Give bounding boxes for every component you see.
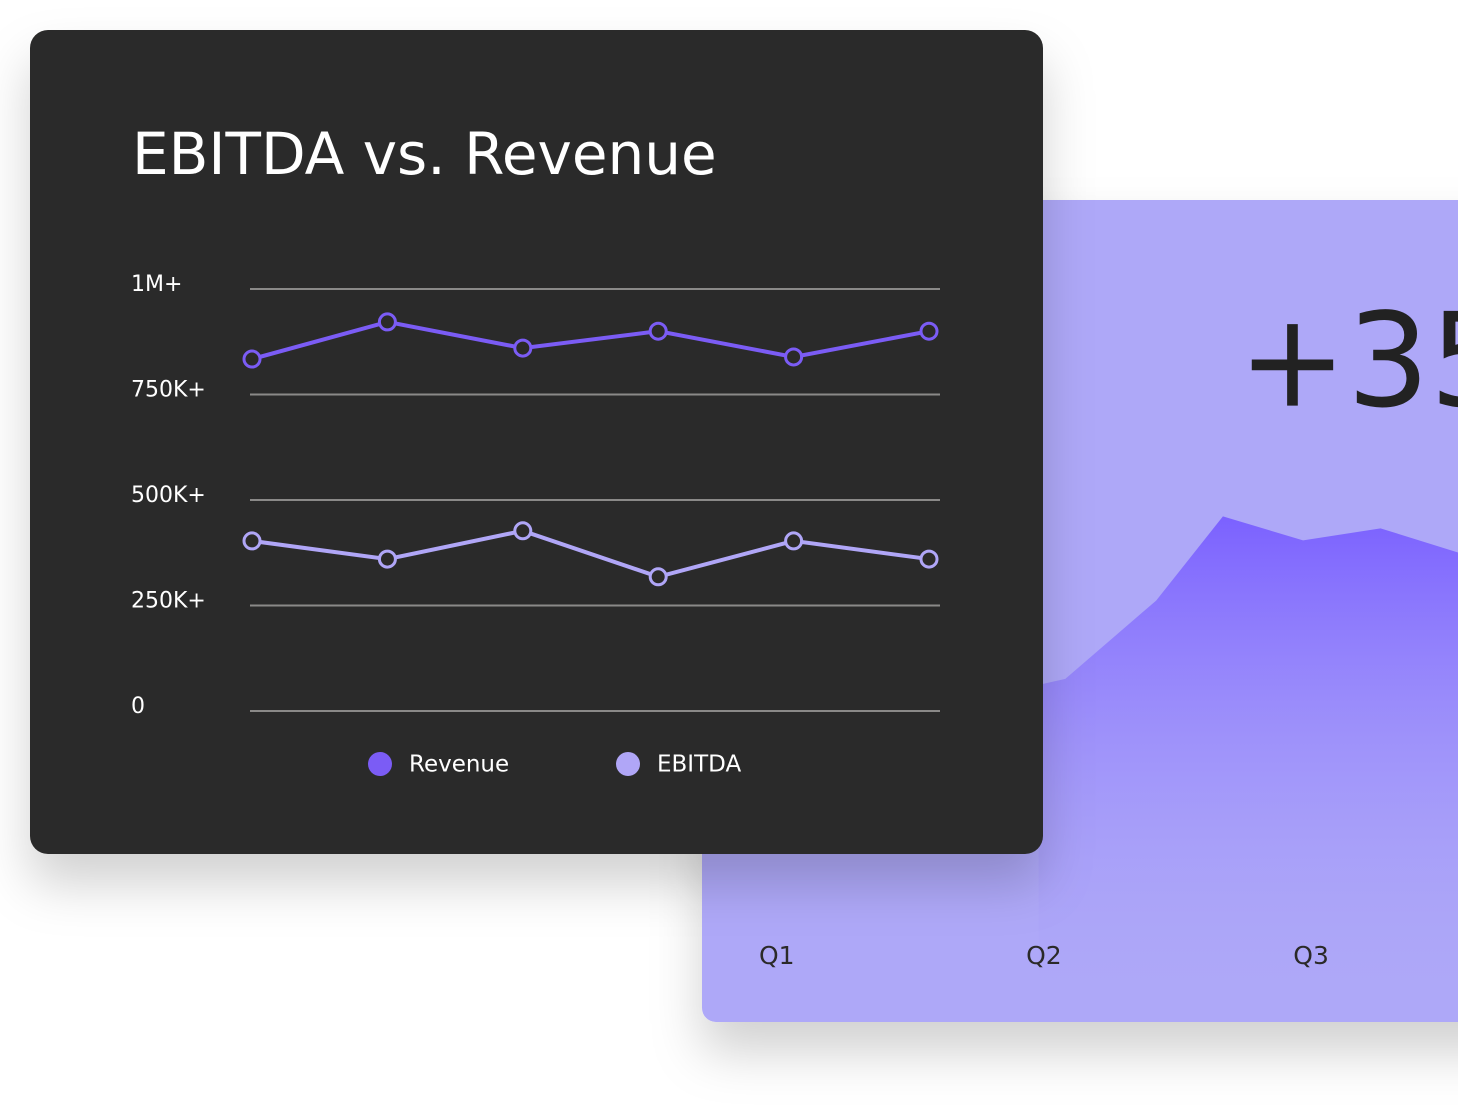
series-line bbox=[251, 319, 930, 361]
annotation: +35 bbox=[1238, 285, 1458, 437]
line-card: EBITDA vs. Revenue 0 250K+ 500K+ 750K+ 1M+ Re… bbox=[30, 30, 1043, 854]
x-tick-label: Q2 bbox=[1026, 941, 1062, 970]
data-point bbox=[648, 321, 668, 341]
data-point bbox=[919, 321, 939, 341]
chart-title: EBITDA vs. Revenue bbox=[132, 120, 717, 188]
data-point bbox=[513, 521, 533, 541]
x-tick-label: Q1 bbox=[759, 941, 795, 970]
data-point bbox=[377, 549, 397, 569]
y-tick-label: 500K+ bbox=[131, 483, 206, 508]
y-tick-label: 0 bbox=[131, 694, 145, 719]
data-point bbox=[377, 312, 397, 332]
data-point bbox=[648, 567, 668, 587]
data-point bbox=[242, 531, 262, 551]
data-point bbox=[242, 349, 262, 369]
area bbox=[1038, 516, 1458, 1022]
data-point bbox=[784, 347, 804, 367]
legend-swatch bbox=[616, 752, 640, 776]
legend-label: Revenue bbox=[409, 752, 509, 778]
y-tick-label: 250K+ bbox=[131, 589, 206, 614]
y-tick-label: 1M+ bbox=[131, 272, 182, 297]
data-point bbox=[784, 531, 804, 551]
data-point bbox=[919, 549, 939, 569]
y-tick-label: 750K+ bbox=[131, 378, 206, 403]
card-background bbox=[30, 30, 1043, 854]
series-line bbox=[251, 528, 930, 579]
data-point bbox=[513, 338, 533, 358]
x-tick-label: Q3 bbox=[1293, 941, 1329, 970]
legend-label: EBITDA bbox=[657, 752, 741, 778]
legend-swatch bbox=[368, 752, 392, 776]
